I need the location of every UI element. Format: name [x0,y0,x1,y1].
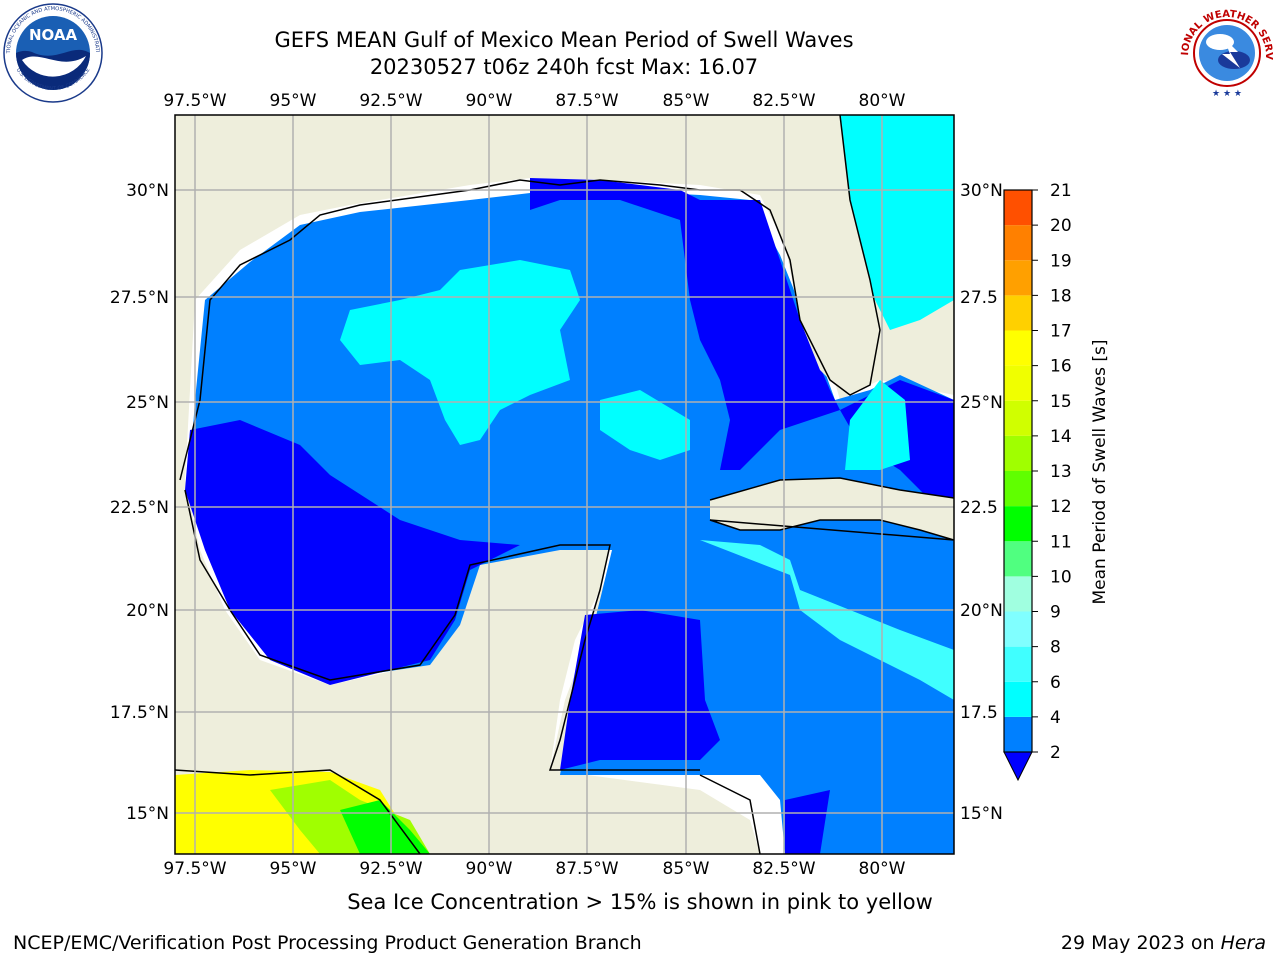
colorbar-segment [1004,295,1032,331]
map-title: GEFS MEAN Gulf of Mexico Mean Period of … [274,28,854,52]
lat-label-right: 30°N [960,181,1003,201]
lon-label-bottom: 92.5°W [359,859,422,879]
colorbar-segment [1004,260,1032,296]
lat-label-right: 25°N [960,393,1003,413]
noaa-wordmark: NOAA [29,26,78,44]
map-frame [174,114,955,855]
lon-label-bottom: 82.5°W [752,859,815,879]
sea-ice-note: Sea Ice Concentration > 15% is shown in … [347,890,933,914]
colorbar-extend-arrow [1003,751,1033,782]
period-4-6s-central-gulf [340,260,580,445]
nws-logo: NATIONAL WEATHER SERVICE ★ ★ ★ [1176,2,1276,102]
colorbar-tick-label: 8 [1050,638,1061,658]
florida-land [760,115,880,395]
lon-label-top: 87.5°W [555,91,618,111]
colorbar-segment [1004,435,1032,471]
lat-label-right: 15°N [960,804,1003,824]
gulf-coastline [179,115,881,481]
colorbar-tick-label: 17 [1050,322,1072,342]
run-host: Hera [1220,932,1266,954]
noaa-logo: NOAA NATIONAL OCEANIC AND ATMOSPHERIC AD… [2,2,103,103]
run-date-text: 29 May 2023 on [1060,932,1221,954]
colorbar-tick-label: 6 [1050,673,1061,693]
lat-label-left: 30°N [126,181,169,201]
lon-label-top: 85°W [663,91,710,111]
lon-label-bottom: 90°W [466,859,513,879]
lat-label-left: 27.5°N [110,288,169,308]
lon-label-bottom: 97.5°W [163,859,226,879]
colorbar-segment [1004,576,1032,612]
colorbar-tick-label: 14 [1050,427,1072,447]
pacific-coastline [175,769,421,854]
colorbar-segment [1004,506,1032,542]
colorbar-segment [1004,541,1032,577]
lat-label-left: 15°N [126,804,169,824]
lat-label-right: 27.5 [960,288,998,308]
lon-label-top: 82.5°W [752,91,815,111]
lat-label-left: 22.5°N [110,498,169,518]
lat-label-right: 20°N [960,601,1003,621]
lon-label-top: 95°W [270,91,317,111]
lat-label-left: 20°N [126,601,169,621]
lon-label-bottom: 95°W [270,859,317,879]
colorbar-tick-label: 19 [1050,251,1072,271]
period-4-6s-east-central [600,390,690,460]
colorbar-segment [1004,611,1032,647]
colorbar-tick-label: 10 [1050,567,1072,587]
period-lt2s-south [785,790,830,854]
lon-label-bottom: 87.5°W [555,859,618,879]
colorbar-tick-label: 21 [1050,181,1072,201]
colorbar-tick-label: 13 [1050,462,1072,482]
credit-line: NCEP/EMC/Verification Post Processing Pr… [13,932,642,954]
colorbar-segment [1004,681,1032,717]
colorbar-tick-label: 15 [1050,392,1072,412]
colorbar: 2 4 6 8 9 10 11 12 13 14 15 16 17 18 19 20 21 [1003,181,1072,782]
colorbar-segment [1004,471,1032,507]
lat-label-right: 17.5 [960,703,998,723]
cuba-coastline [709,477,954,541]
colorbar-segment [1004,716,1032,752]
colorbar-tick-label: 12 [1050,497,1072,517]
period-4-6s-caribbean [700,540,954,700]
lon-label-top: 80°W [859,91,906,111]
honduras-coastline [699,774,761,854]
colorbar-label: Mean Period of Swell Waves [s] [1090,340,1110,605]
colorbar-segment [1004,646,1032,682]
lat-label-left: 25°N [126,393,169,413]
lon-label-top: 90°W [466,91,513,111]
period-lt2s-western-gulf [185,420,520,685]
lon-label-bottom: 80°W [859,859,906,879]
colorbar-tick-label: 16 [1050,357,1072,377]
colorbar-tick-label: 18 [1050,286,1072,306]
colorbar-segment [1004,400,1032,436]
period-lt2s-northeast-gulf [530,178,840,470]
colorbar-tick-label: 20 [1050,216,1072,236]
colorbar-tick-label: 9 [1050,603,1061,623]
colorbar-tick-label: 4 [1050,708,1061,728]
lat-label-right: 22.5 [960,498,998,518]
period-lt2s-yucatan-channel [560,610,720,770]
forecast-subtitle: 20230527 t06z 240h fcst Max: 16.07 [369,55,759,79]
run-date: 29 May 2023 on Hera [1061,932,1266,954]
lat-label-left: 17.5°N [110,703,169,723]
colorbar-segment [1004,330,1032,366]
lon-label-bottom: 85°W [663,859,710,879]
colorbar-segment [1004,190,1032,226]
mexico-coastline [184,489,700,771]
colorbar-tick-label: 11 [1050,532,1072,552]
lon-label-top: 97.5°W [163,91,226,111]
lon-label-top: 92.5°W [359,91,422,111]
colorbar-segment [1004,365,1032,401]
colorbar-tick-label: 2 [1050,743,1061,763]
colorbar-segment [1004,225,1032,261]
svg-text:★ ★ ★: ★ ★ ★ [1212,89,1242,99]
